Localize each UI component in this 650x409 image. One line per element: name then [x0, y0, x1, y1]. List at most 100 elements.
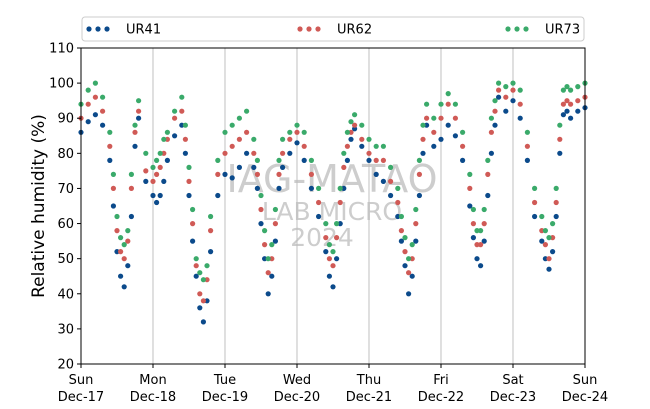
data-point	[143, 150, 149, 156]
legend-marker	[104, 26, 110, 32]
data-point	[568, 101, 574, 107]
data-point	[208, 213, 214, 220]
data-point	[488, 150, 494, 156]
legend-item-ur73[interactable]: UR73	[505, 23, 580, 38]
data-point	[236, 115, 242, 121]
data-point	[229, 175, 235, 181]
data-point	[143, 168, 149, 174]
data-point	[575, 108, 581, 114]
data-point	[154, 199, 160, 206]
data-point	[539, 228, 545, 234]
data-point	[251, 150, 257, 156]
legend-item-ur62[interactable]: UR62	[297, 23, 372, 38]
y-tick-label: 80	[57, 147, 74, 162]
data-point	[229, 122, 235, 128]
data-point	[323, 235, 329, 241]
data-point	[150, 178, 156, 184]
data-point	[492, 108, 498, 114]
legend-marker	[514, 26, 520, 32]
data-point	[539, 238, 545, 244]
y-tick-label: 40	[57, 287, 74, 302]
data-point	[262, 256, 268, 262]
data-point	[420, 136, 426, 142]
data-point	[413, 206, 419, 213]
data-point	[485, 192, 491, 199]
data-point	[193, 263, 199, 269]
legend[interactable]: UR41 UR62 UR73	[81, 16, 585, 42]
data-point	[460, 157, 466, 163]
data-point	[85, 87, 91, 93]
data-point	[308, 157, 314, 163]
data-point	[110, 171, 116, 177]
data-point	[251, 136, 257, 142]
data-point	[431, 143, 437, 149]
data-point	[280, 164, 286, 170]
data-point	[161, 150, 167, 156]
data-point	[110, 185, 116, 191]
data-point	[125, 228, 131, 234]
data-point	[287, 150, 293, 156]
data-point	[316, 213, 322, 220]
data-point	[308, 171, 314, 177]
data-point	[276, 157, 282, 163]
data-point	[352, 126, 358, 132]
data-point	[172, 133, 178, 139]
data-point	[172, 115, 178, 121]
data-point	[488, 129, 494, 135]
data-point	[485, 157, 491, 163]
data-point	[265, 256, 271, 262]
data-point	[132, 122, 138, 128]
data-point	[420, 150, 426, 156]
data-point	[373, 157, 379, 163]
data-point	[564, 108, 570, 114]
data-point	[323, 221, 329, 227]
data-point	[182, 150, 188, 156]
data-point	[485, 171, 491, 177]
data-point	[478, 228, 484, 234]
data-point	[186, 164, 192, 170]
data-point	[478, 242, 484, 248]
data-point	[452, 115, 458, 121]
data-point	[301, 143, 307, 149]
data-point	[85, 119, 91, 125]
data-point	[132, 129, 138, 135]
data-point	[118, 249, 124, 255]
data-point	[301, 157, 307, 163]
data-point	[118, 235, 124, 241]
data-point	[424, 101, 430, 107]
data-point	[431, 129, 437, 135]
data-point	[128, 185, 134, 191]
data-point	[186, 192, 192, 199]
data-point	[517, 115, 523, 121]
data-point	[276, 171, 282, 177]
legend-marker	[297, 26, 303, 32]
legend-item-ur41[interactable]: UR41	[86, 23, 161, 38]
data-point	[467, 185, 473, 191]
data-point	[510, 80, 516, 86]
data-point	[532, 185, 538, 191]
x-tick-day: Sun	[573, 373, 598, 388]
data-point	[179, 108, 185, 114]
data-point	[341, 185, 347, 191]
data-point	[517, 87, 523, 93]
data-point	[269, 273, 275, 279]
data-point	[294, 129, 300, 135]
data-point	[114, 213, 120, 220]
data-point	[492, 98, 498, 104]
data-point	[244, 108, 250, 114]
data-point	[424, 122, 430, 128]
data-point	[326, 242, 332, 248]
data-point	[557, 136, 563, 142]
data-point	[107, 129, 113, 135]
data-point	[431, 115, 437, 121]
data-point	[542, 256, 549, 262]
data-point	[420, 122, 426, 128]
data-point	[492, 122, 498, 128]
data-point	[467, 203, 473, 209]
data-point	[330, 249, 336, 255]
data-point	[406, 270, 412, 276]
data-point	[470, 221, 476, 227]
data-point	[568, 115, 574, 121]
data-point	[352, 122, 358, 128]
data-points	[78, 80, 588, 325]
